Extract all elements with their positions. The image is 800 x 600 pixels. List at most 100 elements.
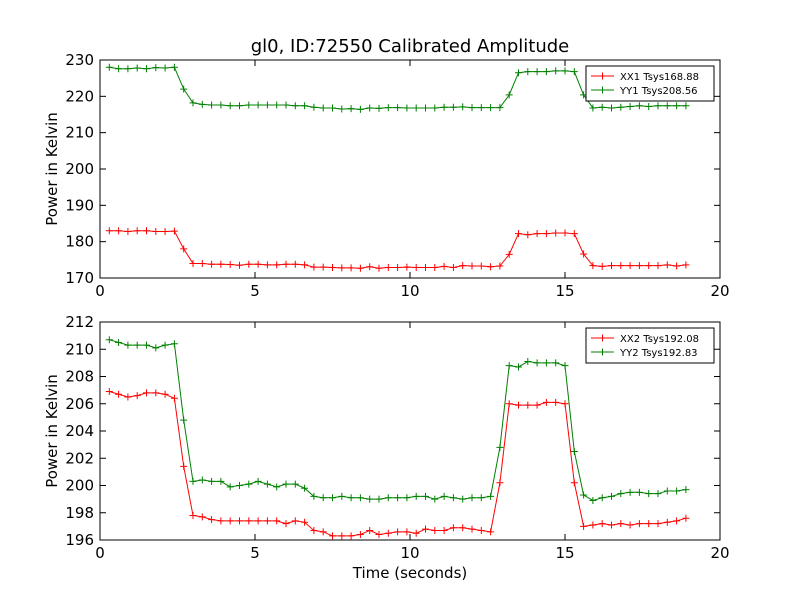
top-legend-label-1: YY1 Tsys208.56: [619, 86, 698, 97]
top-data-point: [198, 100, 206, 108]
top-data-point: [468, 262, 476, 270]
bottom-data-point: [533, 401, 541, 409]
bottom-data-point: [505, 362, 513, 370]
top-data-point: [143, 65, 150, 73]
bottom-data-point: [608, 521, 615, 529]
bottom-legend-marker-1: [599, 348, 606, 356]
bottom-data-point: [170, 340, 178, 348]
top-y-tick-label: 230: [65, 51, 94, 69]
bottom-data-point: [515, 401, 522, 409]
bottom-data-point: [552, 398, 560, 406]
top-data-point: [170, 227, 178, 235]
bottom-data-point: [663, 487, 671, 495]
bottom-data-point: [338, 532, 346, 540]
bottom-data-point: [589, 521, 597, 529]
bottom-data-point: [115, 390, 123, 398]
top-data-point: [449, 103, 457, 111]
top-data-point: [124, 65, 132, 73]
bottom-data-point: [254, 517, 262, 525]
top-data-point: [282, 260, 290, 268]
top-data-point: [319, 263, 327, 271]
bottom-data-point: [589, 496, 597, 504]
top-data-point: [273, 101, 281, 109]
top-data-point: [310, 103, 318, 111]
top-data-point: [301, 261, 309, 269]
bottom-data-point: [524, 401, 532, 409]
top-data-point: [133, 227, 141, 235]
bottom-data-point: [394, 528, 402, 536]
top-data-point: [375, 104, 383, 112]
top-data-point: [598, 262, 606, 270]
top-data-point: [459, 262, 467, 270]
bottom-data-point: [412, 492, 420, 500]
bottom-data-point: [626, 521, 634, 529]
bottom-data-point: [431, 526, 439, 534]
top-data-point: [366, 104, 374, 112]
bottom-series-line-1: [109, 339, 686, 502]
bottom-data-point: [617, 490, 625, 498]
top-data-point: [477, 262, 485, 270]
bottom-data-point: [468, 525, 476, 533]
bottom-data-point: [384, 494, 392, 502]
top-data-point: [394, 104, 402, 112]
bottom-y-tick-label: 204: [65, 422, 94, 440]
top-data-point: [440, 262, 448, 270]
bottom-data-point: [487, 528, 495, 536]
top-legend: XX1 Tsys168.88 YY1 Tsys208.56: [585, 65, 715, 102]
bottom-data-point: [338, 492, 346, 500]
top-x-tick-label: 20: [710, 282, 729, 300]
bottom-data-point: [580, 491, 588, 499]
top-data-point: [115, 65, 123, 73]
bottom-series-markers-0: [105, 387, 690, 540]
bottom-y-axis-label: Power in Kelvin: [43, 374, 61, 488]
top-data-point: [412, 104, 420, 112]
top-data-point: [449, 263, 457, 271]
bottom-data-point: [487, 492, 495, 500]
bottom-y-tick-label: 196: [65, 531, 94, 549]
bottom-data-point: [254, 477, 262, 485]
top-data-point: [263, 101, 271, 109]
bottom-data-point: [580, 522, 588, 530]
bottom-data-point: [347, 494, 355, 502]
bottom-data-point: [226, 483, 234, 491]
bottom-data-point: [273, 517, 281, 525]
bottom-data-point: [170, 394, 178, 402]
bottom-data-point: [561, 362, 569, 370]
top-data-point: [236, 102, 243, 110]
top-data-point: [375, 264, 383, 272]
top-data-point: [152, 227, 160, 235]
top-data-point: [552, 67, 560, 75]
bottom-y-tick-label: 198: [65, 504, 94, 522]
top-data-point: [291, 260, 299, 268]
bottom-data-point: [161, 341, 169, 349]
bottom-y-tick-label: 206: [65, 395, 94, 413]
top-data-point: [152, 64, 160, 72]
bottom-data-point: [245, 480, 253, 488]
bottom-data-point: [301, 518, 309, 526]
bottom-data-point: [515, 363, 522, 371]
top-data-point: [273, 261, 281, 269]
bottom-data-point: [180, 462, 188, 470]
top-data-point: [524, 231, 532, 239]
top-data-point: [347, 105, 355, 113]
bottom-data-point: [635, 488, 643, 496]
bottom-data-point: [152, 344, 160, 352]
bottom-data-point: [226, 517, 234, 525]
top-data-point: [198, 259, 206, 267]
top-data-point: [468, 104, 476, 112]
top-data-point: [161, 64, 169, 72]
top-data-point: [682, 261, 690, 269]
bottom-data-point: [635, 520, 643, 528]
top-data-point: [617, 262, 625, 270]
bottom-data-point: [431, 495, 439, 503]
bottom-data-point: [319, 494, 327, 502]
top-data-point: [552, 229, 560, 237]
bottom-data-point: [440, 492, 448, 500]
top-x-tick-label: 15: [555, 282, 574, 300]
top-data-point: [217, 260, 225, 268]
bottom-data-point: [645, 490, 653, 498]
bottom-data-point: [422, 525, 429, 533]
bottom-data-point: [524, 358, 532, 366]
top-data-point: [663, 261, 671, 269]
